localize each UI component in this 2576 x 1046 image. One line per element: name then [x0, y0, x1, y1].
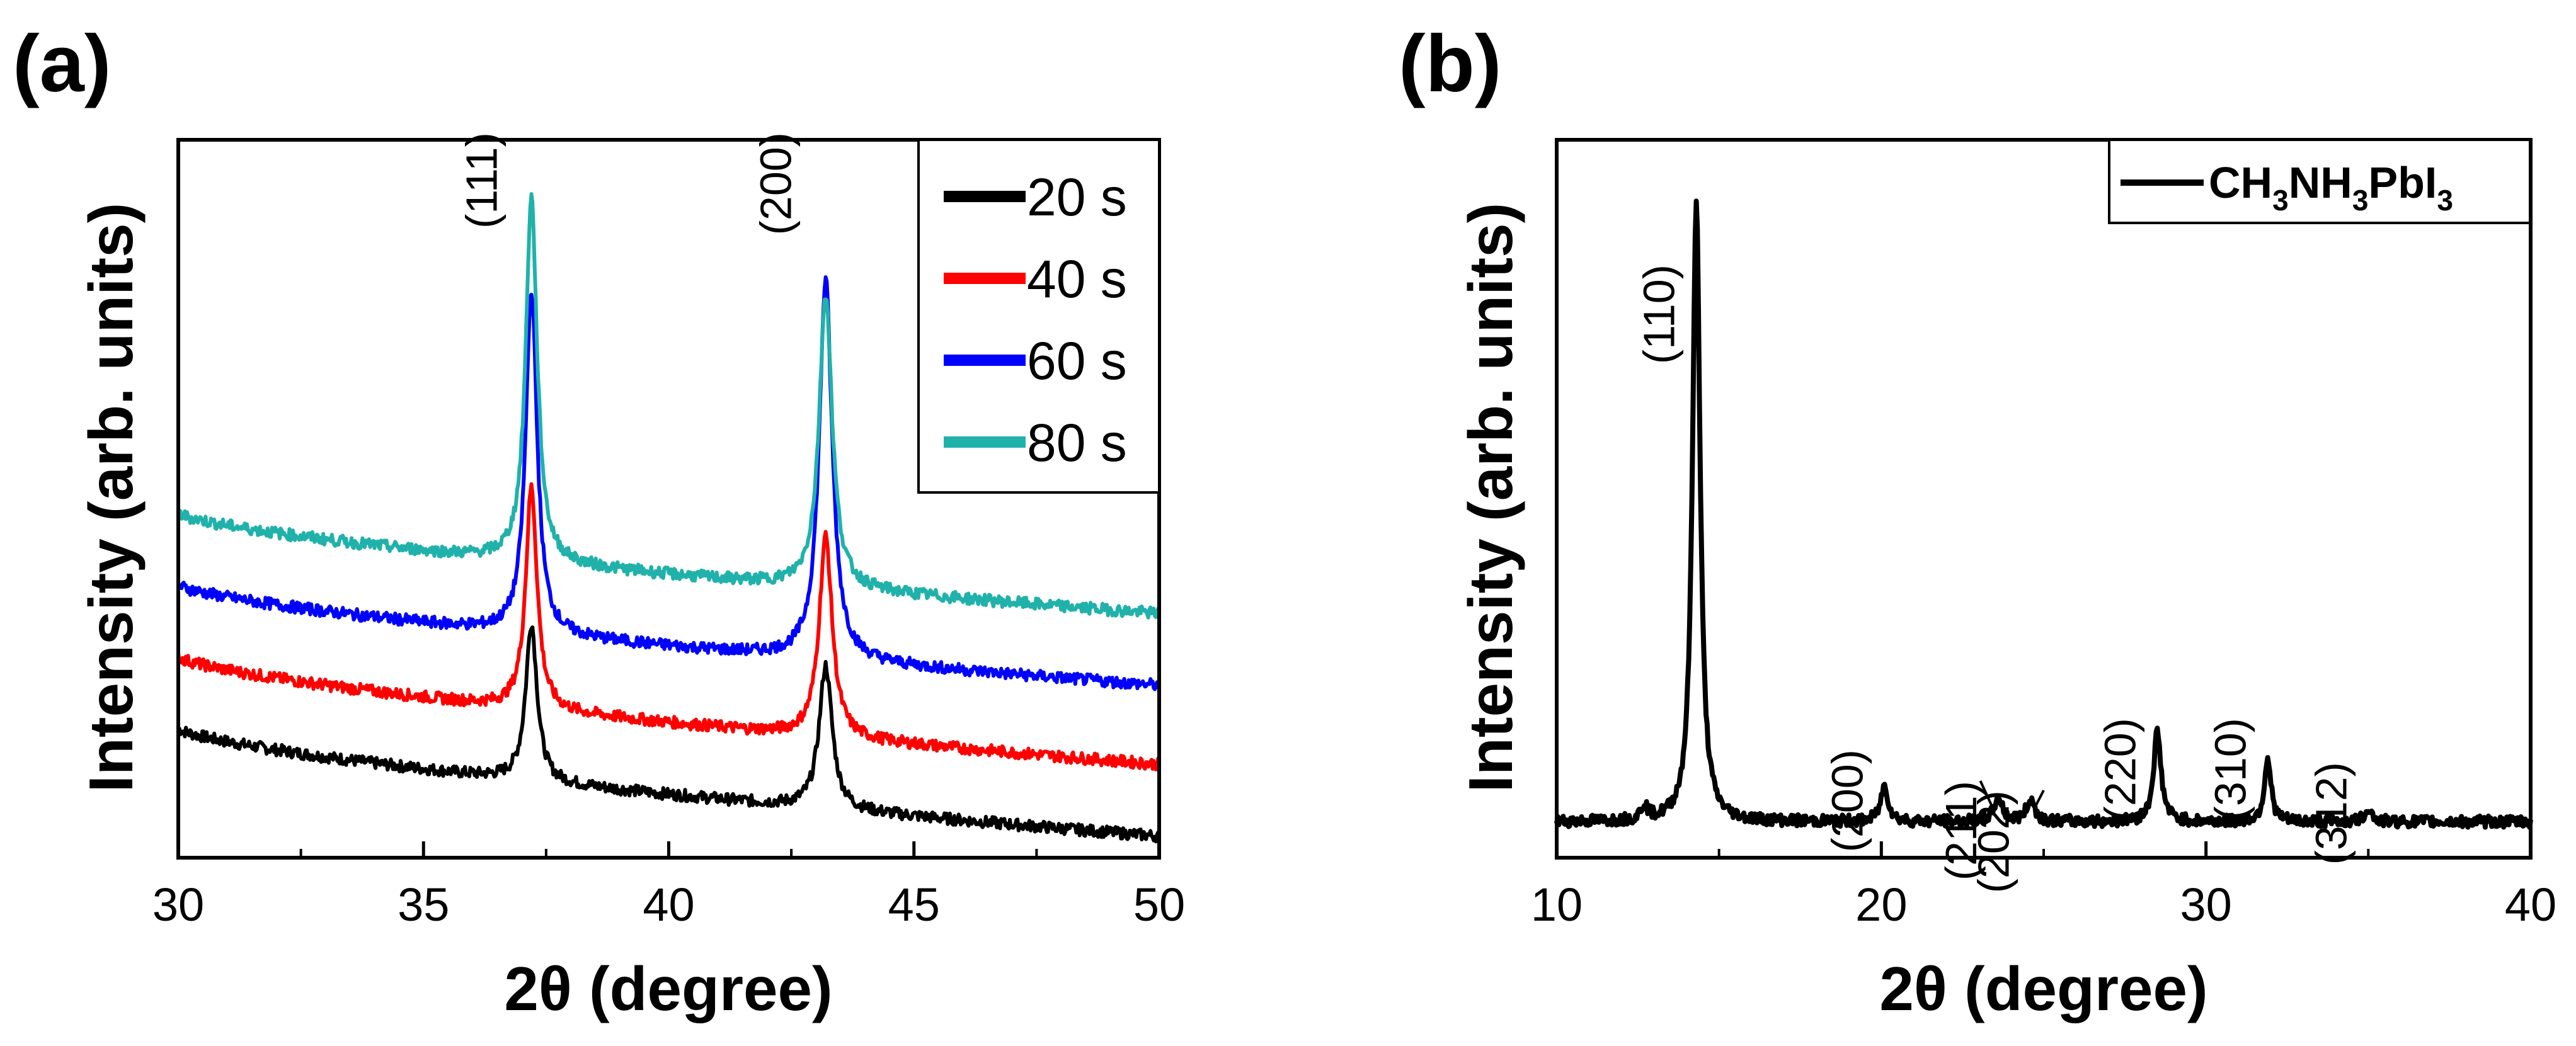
panel-b-legend: CH3NH3PbI3: [2108, 139, 2531, 224]
x-tick-label: 40: [643, 878, 694, 931]
peak-label: (200): [752, 132, 801, 235]
x-tick-label: 50: [1133, 878, 1185, 931]
legend-entry: 80 s: [1027, 413, 1127, 472]
legend-ch: CH: [2209, 158, 2272, 207]
panel-b-label: (b): [1399, 19, 1501, 109]
peak-label: (200): [1823, 749, 1872, 852]
peak-leader-line: [1979, 780, 1995, 810]
panel-b: (b) 10 20 30 40 (110) (200) (211)(202) (220) (3…: [1399, 19, 2556, 1023]
series-line-20-s: [177, 625, 1161, 844]
panel-b-x-ticks: 10 20 30 40: [1531, 841, 2556, 931]
panel-a-series-group: [176, 192, 1161, 844]
peak-label: (312): [2306, 762, 2356, 865]
series-line-60-s: [176, 275, 1161, 691]
legend-box: [917, 139, 1160, 494]
panel-a-x-ticks: 30 35 40 45 50: [152, 841, 1185, 931]
legend-sub-1: 3: [2272, 184, 2289, 217]
x-tick-label: 45: [888, 878, 940, 931]
panel-b-x-axis-title: 2θ (degree): [1879, 954, 2207, 1023]
series-line-80-s: [176, 192, 1161, 620]
peak-label: (202): [1969, 790, 2018, 893]
peak-label: (310): [2206, 718, 2255, 821]
panel-b-legend-label: CH3NH3PbI3: [2209, 158, 2453, 217]
x-tick-label: 10: [1531, 878, 1583, 931]
peak-leader-line: [2032, 790, 2045, 810]
x-tick-label: 30: [152, 878, 204, 931]
peak-label: (220): [2095, 718, 2144, 821]
x-tick-label: 35: [398, 878, 449, 931]
panel-a: (a) 30 35 40 45 50 (111) (200) 20 s 40 s 60 s 80…: [13, 19, 1185, 1023]
panel-b-peak-labels: (110) (200) (211)(202) (220) (310) (312): [1635, 264, 2356, 893]
panel-a-y-axis-title: Intensity (arb. units): [76, 203, 146, 793]
legend-entry: 60 s: [1027, 331, 1127, 390]
peak-label: (110): [1635, 264, 1684, 364]
panel-a-label: (a): [13, 19, 111, 109]
peak-label: (111): [457, 132, 507, 229]
x-tick-label: 30: [2180, 878, 2232, 931]
series-line-CH3NH3PbI3: [1554, 198, 2533, 830]
legend-sub-3: 3: [2437, 184, 2453, 217]
x-tick-label: 20: [1855, 878, 1907, 931]
legend-entry: 40 s: [1027, 249, 1127, 309]
peak-label: (211): [1937, 781, 1986, 880]
legend-pbi: PbI: [2368, 158, 2437, 207]
panel-a-x-axis-title: 2θ (degree): [504, 954, 832, 1023]
panel-a-legend: 20 s 40 s 60 s 80 s: [917, 139, 1160, 494]
panel-b-series-group: [1554, 198, 2533, 830]
legend-sub-2: 3: [2352, 184, 2369, 217]
series-line-40-s: [176, 482, 1161, 771]
legend-nh: NH: [2289, 158, 2352, 207]
legend-entry: 20 s: [1027, 168, 1127, 227]
panel-b-y-axis-title: Intensity (arb. units): [1456, 203, 1525, 793]
x-tick-label: 40: [2505, 878, 2556, 931]
panel-a-peak-labels: (111) (200): [457, 132, 801, 235]
